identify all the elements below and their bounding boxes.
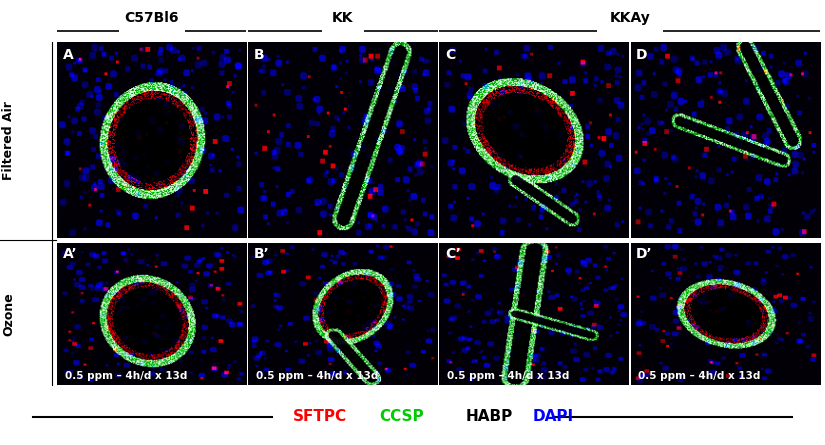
Text: 0.5 ppm – 4h/d x 13d: 0.5 ppm – 4h/d x 13d <box>64 371 187 380</box>
Text: A’: A’ <box>63 247 78 261</box>
Text: 0.5 ppm – 4h/d x 13d: 0.5 ppm – 4h/d x 13d <box>447 371 569 380</box>
Text: SFTPC: SFTPC <box>293 409 347 424</box>
Text: C57Bl6: C57Bl6 <box>125 11 179 25</box>
Text: C’: C’ <box>445 247 461 261</box>
Text: DAPI: DAPI <box>532 409 573 424</box>
Text: 0.5 ppm – 4h/d x 13d: 0.5 ppm – 4h/d x 13d <box>638 371 761 380</box>
Text: A: A <box>63 48 73 62</box>
Text: Filtered Air: Filtered Air <box>2 101 16 180</box>
Text: CCSP: CCSP <box>380 409 424 424</box>
Text: 0.5 ppm – 4h/d x 13d: 0.5 ppm – 4h/d x 13d <box>256 371 378 380</box>
Text: D’: D’ <box>636 247 653 261</box>
Text: C: C <box>445 48 455 62</box>
Text: B: B <box>254 48 265 62</box>
Text: HABP: HABP <box>466 409 513 424</box>
Text: KKAy: KKAy <box>610 11 650 25</box>
Text: B’: B’ <box>254 247 270 261</box>
Text: Ozone: Ozone <box>2 292 16 336</box>
Text: KK: KK <box>332 11 354 25</box>
Text: D: D <box>636 48 648 62</box>
